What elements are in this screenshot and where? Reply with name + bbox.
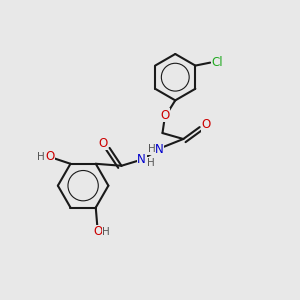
Text: N: N (137, 153, 146, 166)
Text: H: H (102, 227, 110, 237)
Text: H: H (147, 158, 154, 168)
Text: O: O (98, 137, 108, 150)
Text: O: O (202, 118, 211, 131)
Text: O: O (46, 151, 55, 164)
Text: O: O (93, 225, 102, 239)
Text: Cl: Cl (212, 56, 224, 69)
Text: H: H (38, 152, 45, 162)
Text: O: O (160, 109, 170, 122)
Text: H: H (148, 144, 155, 154)
Text: N: N (155, 143, 164, 156)
